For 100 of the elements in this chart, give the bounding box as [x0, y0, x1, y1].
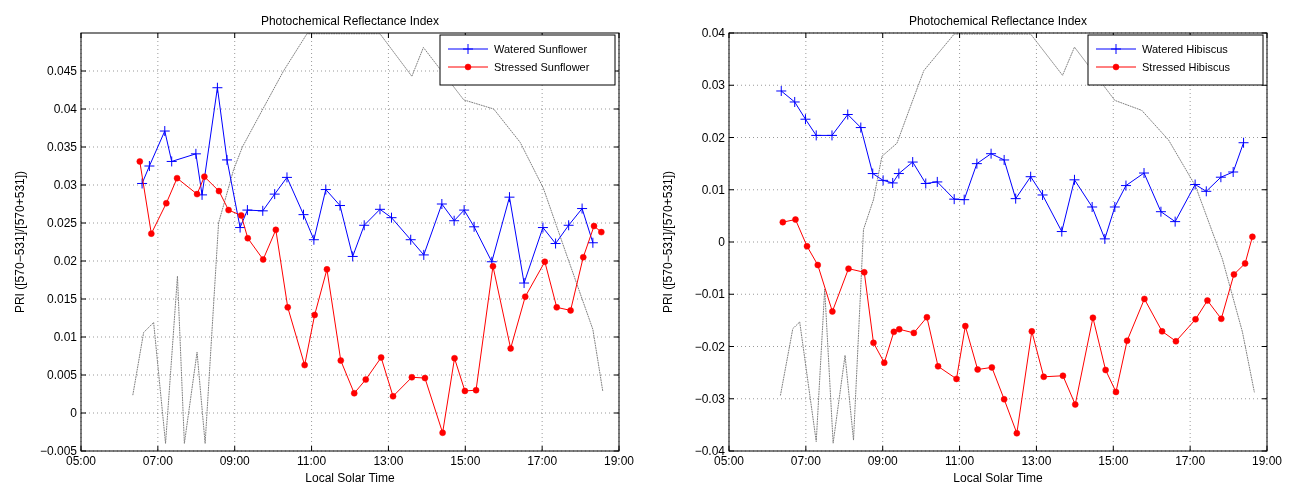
point — [881, 359, 888, 366]
point — [1112, 388, 1120, 396]
point — [1037, 189, 1049, 201]
line-series — [132, 33, 604, 444]
point — [910, 329, 918, 337]
point — [1089, 314, 1097, 322]
point — [518, 277, 530, 289]
point — [1215, 171, 1227, 183]
x-tick-label: 11:00 — [945, 454, 975, 468]
point — [931, 176, 943, 188]
y-tick-label: 0.025 — [46, 216, 78, 231]
x-axis-title: Local Solar Time — [953, 471, 1044, 485]
point — [458, 204, 470, 216]
point — [934, 363, 942, 370]
point — [985, 148, 997, 160]
point — [1059, 372, 1067, 380]
point — [803, 242, 811, 250]
point — [1249, 233, 1256, 241]
legend-label: Watered Hibiscus — [1142, 42, 1229, 55]
point — [1000, 396, 1008, 403]
point — [143, 160, 155, 172]
point — [347, 250, 359, 262]
point — [190, 148, 202, 160]
point — [418, 249, 430, 261]
point — [272, 226, 280, 234]
point — [1158, 328, 1166, 335]
chart-title: Photochemical Reflectance Index — [260, 14, 440, 28]
point — [988, 364, 996, 371]
point — [507, 345, 514, 352]
point — [521, 293, 529, 300]
point — [323, 266, 331, 273]
x-tick-label: 09:00 — [219, 454, 251, 468]
point — [845, 265, 852, 272]
point — [810, 129, 822, 141]
x-tick-label: 07:00 — [790, 454, 822, 468]
point — [920, 177, 932, 189]
point — [1172, 338, 1180, 345]
point — [1040, 373, 1047, 381]
point — [159, 125, 171, 137]
point — [193, 190, 201, 198]
point — [887, 177, 899, 189]
point — [998, 154, 1010, 166]
point — [1138, 167, 1150, 179]
point — [842, 109, 854, 121]
point — [451, 355, 458, 362]
point — [1123, 337, 1131, 344]
point — [173, 174, 181, 182]
y-tick-label: 0.015 — [46, 292, 78, 307]
y-tick-label: 0.04 — [53, 102, 78, 117]
point — [211, 82, 223, 94]
chart-title: Photochemical Reflectance Index — [908, 14, 1088, 28]
point — [1218, 315, 1225, 323]
y-tick-label: 0 — [718, 235, 726, 250]
point — [358, 219, 370, 231]
point — [301, 361, 308, 369]
point — [541, 258, 549, 266]
point — [1071, 401, 1079, 408]
point — [895, 326, 903, 333]
point — [334, 200, 346, 212]
point — [166, 155, 178, 167]
point — [136, 177, 148, 189]
point — [439, 429, 446, 437]
point — [1192, 316, 1199, 323]
point — [436, 198, 448, 210]
point — [244, 234, 252, 242]
point — [855, 122, 867, 134]
y-tick-label: 0.02 — [701, 130, 726, 145]
y-tick-label: 0.01 — [701, 182, 726, 197]
point — [448, 215, 460, 227]
point — [281, 171, 293, 183]
y-tick-label: −0.02 — [694, 339, 726, 354]
point — [377, 354, 385, 361]
x-tick-label: 11:00 — [297, 454, 327, 468]
point — [215, 187, 223, 195]
point — [1141, 295, 1148, 303]
point — [962, 322, 969, 330]
legend-label: Stressed Sunflower — [494, 60, 590, 73]
point — [814, 261, 822, 269]
point — [789, 96, 801, 108]
point — [867, 168, 879, 180]
x-tick-label: 07:00 — [142, 454, 174, 468]
point — [877, 174, 889, 186]
point — [257, 205, 269, 217]
y-tick-label: −0.01 — [694, 287, 726, 302]
line-series — [779, 33, 1255, 444]
legend-label: Watered Sunflower — [494, 42, 588, 55]
y-tick-label: 0.01 — [53, 330, 78, 345]
point — [472, 386, 480, 394]
point — [1230, 271, 1238, 278]
point — [269, 188, 281, 200]
point — [1238, 137, 1250, 149]
point — [923, 313, 931, 321]
y-tick-label: −0.03 — [694, 391, 726, 406]
point — [563, 219, 575, 231]
point — [893, 168, 905, 180]
legend-label: Stressed Hibiscus — [1142, 60, 1231, 73]
x-tick-label: 13:00 — [1021, 454, 1052, 468]
point — [503, 191, 515, 203]
point — [953, 375, 960, 383]
point — [550, 238, 562, 250]
